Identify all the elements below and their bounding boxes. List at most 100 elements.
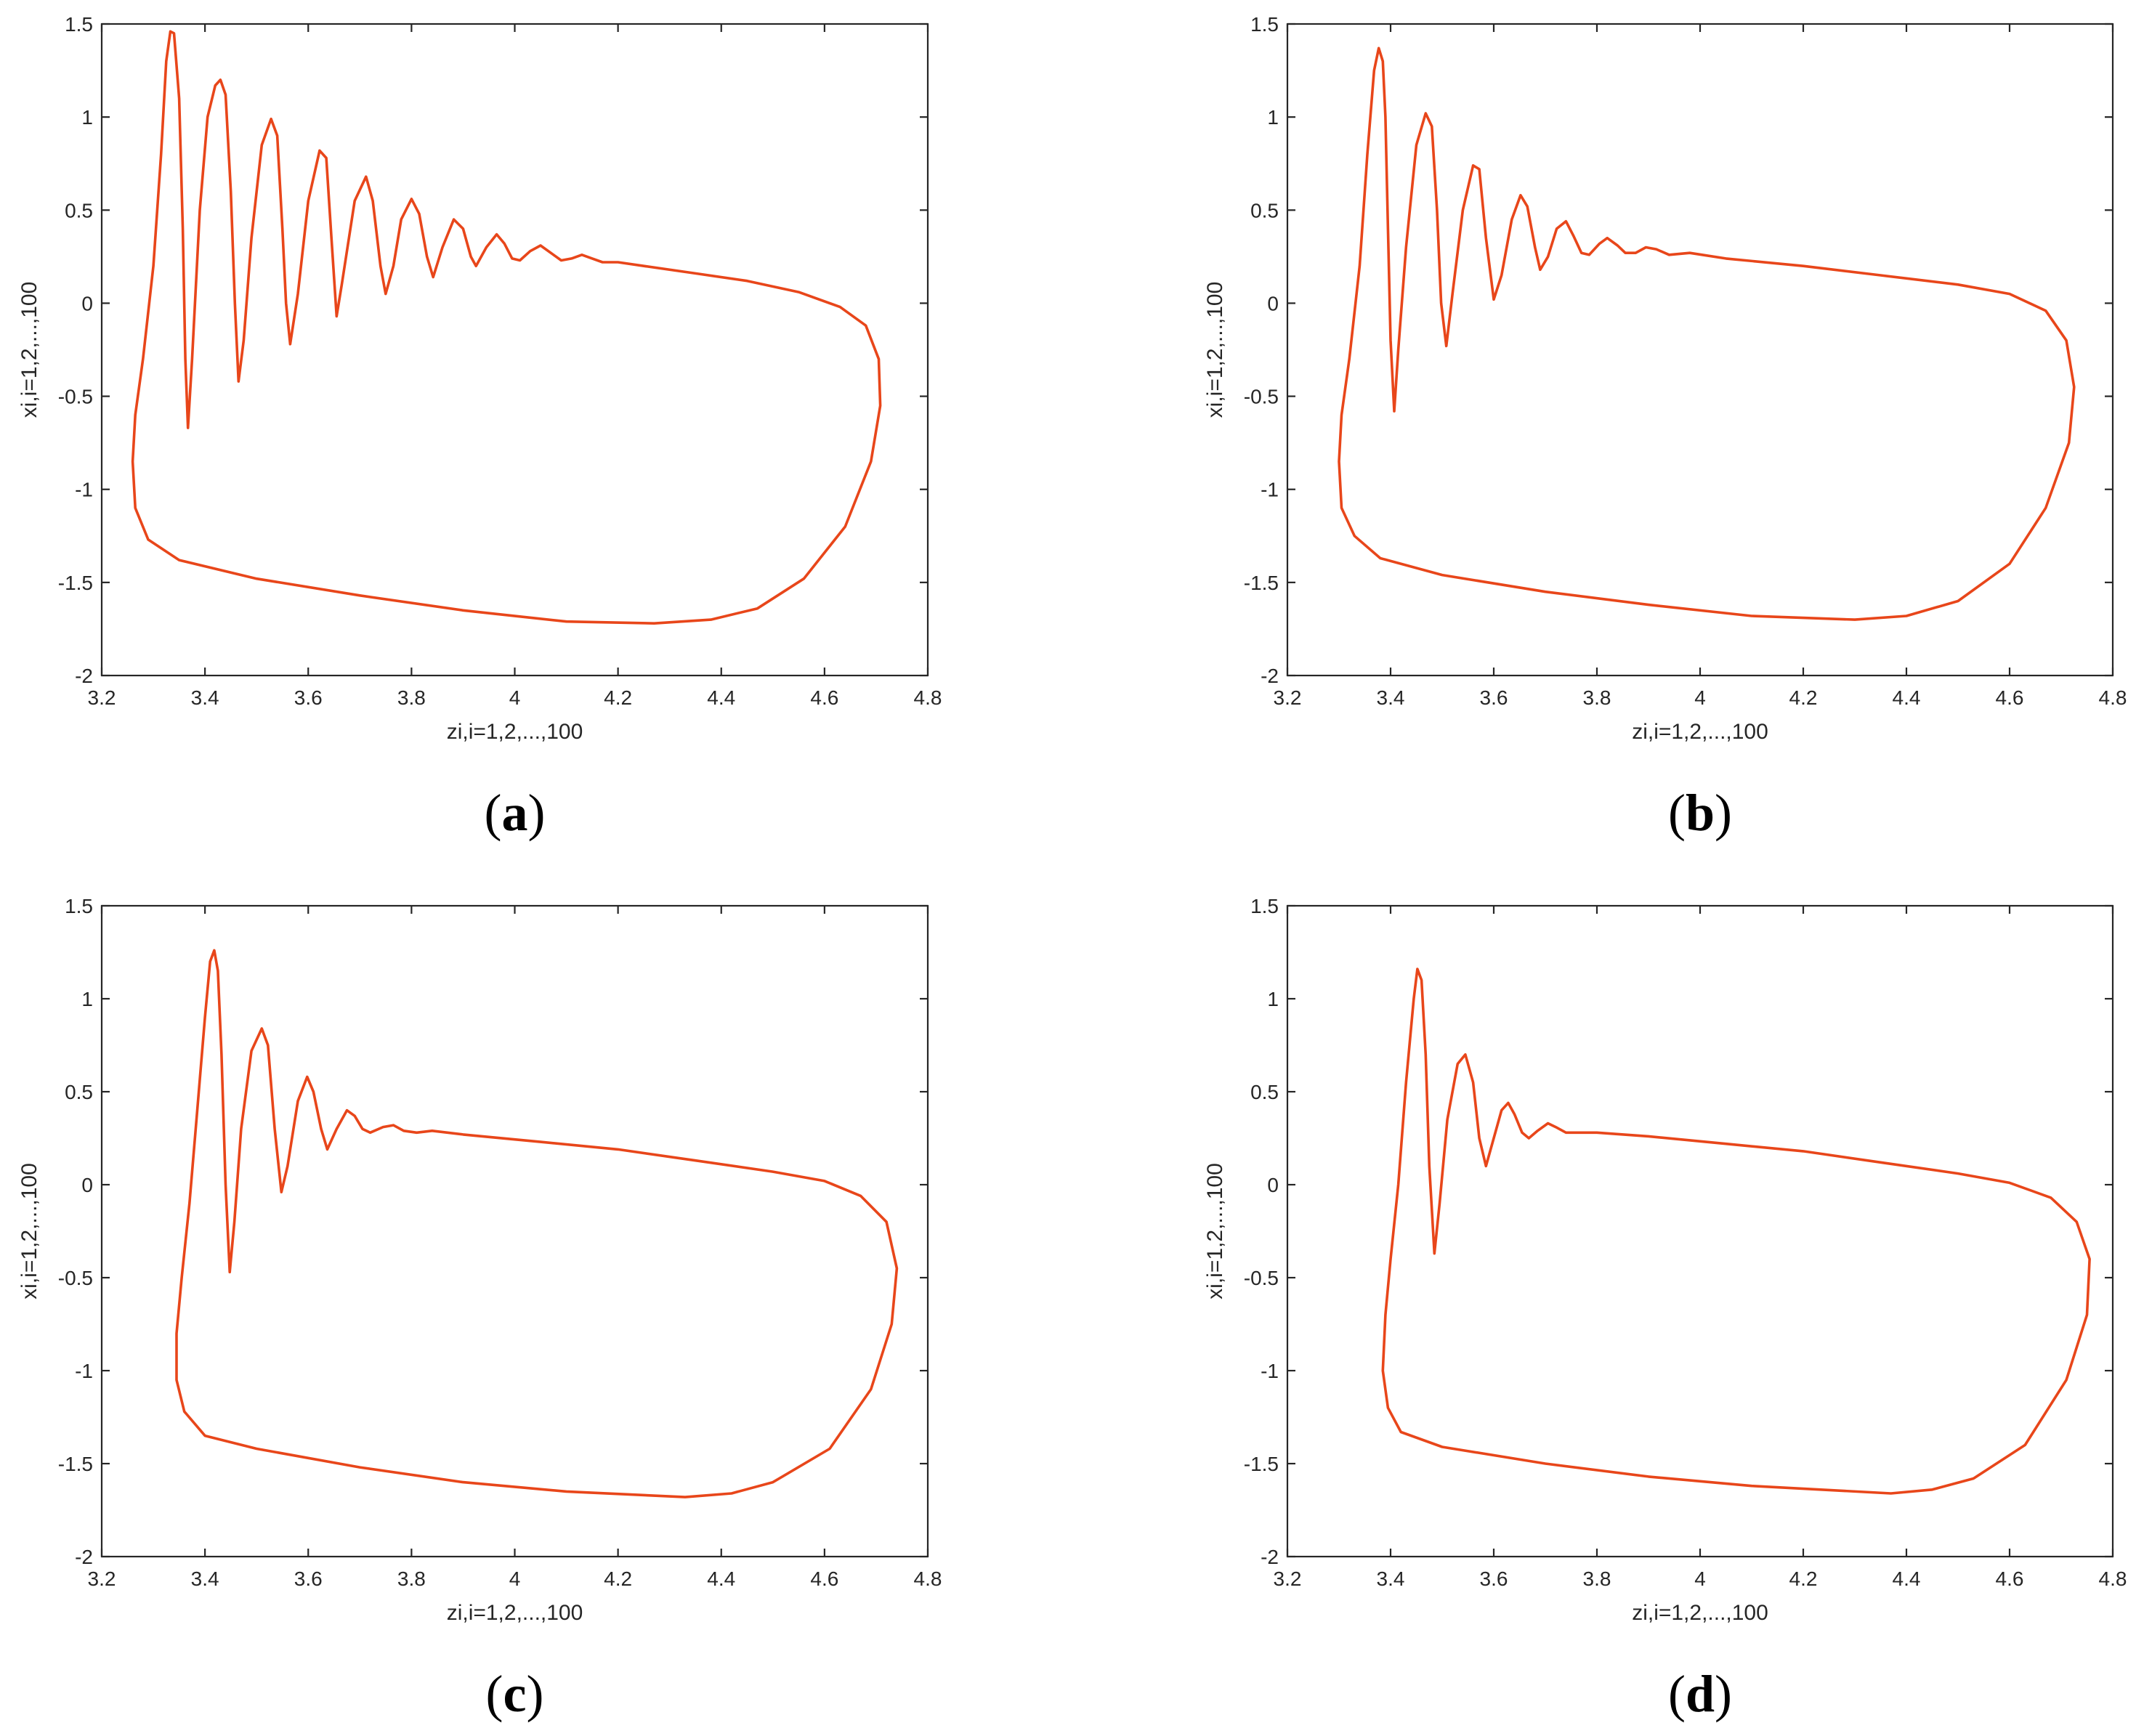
caption-letter: d [1686,1665,1715,1723]
y-tick-label: 1.5 [1250,895,1279,917]
y-tick-label: -0.5 [58,386,93,408]
x-tick-label: 4.8 [914,686,942,709]
x-tick-label: 4.8 [2099,686,2127,709]
y-tick-label: 0.5 [65,199,93,222]
plot-area [100,23,929,677]
panels-root: 3.2 3.4 3.6 3.8 4 4.2 4.4 4.6 4.8 -2 -1.5 -1 -0.5 0 0.… [17,13,2127,1723]
y-tick-label: -0.5 [1244,386,1279,408]
y-axis-label: xi,i=1,2,...,100 [17,282,41,418]
y-tick-label: -2 [1261,665,1279,687]
series-line [131,30,882,625]
y-axis-label: xi,i=1,2,...,100 [17,1163,41,1299]
x-tick-label: 3.6 [294,686,323,709]
chart-panel: 3.2 3.4 3.6 3.8 4 4.2 4.4 4.6 4.8 -2 -1.5 -1 -0.5 0 0.… [1203,13,2127,842]
x-tick-label: 4.6 [1996,686,2024,709]
y-tick-label: 1 [81,988,93,1010]
caption-open-paren: ( [1668,784,1686,842]
y-tick-label: -1.5 [58,572,93,594]
x-axis-label: zi,i=1,2,...,100 [447,720,583,744]
y-tick-label: 0 [1267,1174,1279,1196]
x-tick-label: 4.2 [1789,686,1818,709]
y-tick-label: 1.5 [65,13,93,36]
x-axis-label: zi,i=1,2,...,100 [447,1601,583,1625]
x-tick-label: 4.6 [810,1567,838,1590]
y-tick-label: 0 [81,1174,93,1196]
caption-open-paren: ( [1668,1665,1686,1723]
panel-caption: (c) [486,1665,544,1723]
x-tick-label: 4.4 [1893,686,1921,709]
y-tick-label: -1 [75,1360,93,1382]
x-tick-label: 3.8 [1583,686,1611,709]
x-tick-label: 4 [1694,1567,1706,1590]
y-tick-label: -1.5 [58,1453,93,1475]
panel-caption: (a) [485,784,546,842]
caption-open-paren: ( [485,784,502,842]
plot-area [1286,904,2114,1558]
y-tick-label: -2 [1261,1546,1279,1568]
caption-close-paren: ) [528,784,546,842]
y-axis-label: xi,i=1,2,...,100 [1203,282,1227,418]
plot-area [100,904,929,1558]
y-tick-label: -1.5 [1244,1453,1279,1475]
y-tick-label: -0.5 [1244,1267,1279,1289]
y-tick-label: 1.5 [65,895,93,917]
y-tick-label: -1 [1261,1360,1279,1382]
x-tick-label: 4 [509,1567,521,1590]
y-tick-label: -1 [75,479,93,501]
x-tick-label: 4.6 [1996,1567,2024,1590]
y-tick-label: -1 [1261,479,1279,501]
x-tick-label: 4.2 [1789,1567,1818,1590]
x-tick-label: 3.4 [1377,686,1405,709]
x-tick-label: 4.4 [1893,1567,1921,1590]
caption-letter: b [1686,784,1715,842]
panel-caption: (d) [1668,1665,1732,1723]
y-axis-label: xi,i=1,2,...,100 [1203,1163,1227,1299]
y-tick-label: 0.5 [1250,1081,1279,1103]
x-tick-label: 4.2 [604,1567,632,1590]
x-tick-label: 3.4 [1377,1567,1405,1590]
caption-letter: c [503,1665,527,1723]
y-tick-label: 0 [81,292,93,315]
panel-caption: (b) [1668,784,1732,842]
caption-close-paren: ) [1715,784,1732,842]
x-tick-label: 4.6 [810,686,838,709]
y-tick-label: -0.5 [58,1267,93,1289]
chart-panel: 3.2 3.4 3.6 3.8 4 4.2 4.4 4.6 4.8 -2 -1.5 -1 -0.5 0 0.… [1203,895,2127,1723]
x-tick-label: 4.8 [2099,1567,2127,1590]
x-tick-label: 3.2 [88,686,116,709]
series-line [175,949,899,1498]
chart-panel: 3.2 3.4 3.6 3.8 4 4.2 4.4 4.6 4.8 -2 -1.5 -1 -0.5 0 0.… [17,895,942,1723]
y-tick-label: 1 [1267,106,1279,129]
x-tick-label: 3.6 [294,1567,323,1590]
x-tick-label: 3.2 [1274,686,1302,709]
x-axis-label: zi,i=1,2,...,100 [1632,1601,1768,1625]
series-line [1381,968,2091,1495]
y-tick-label: 1 [81,106,93,129]
x-tick-label: 4.4 [707,1567,735,1590]
x-tick-label: 3.4 [191,1567,219,1590]
y-tick-label: 1.5 [1250,13,1279,36]
caption-letter: a [502,784,528,842]
x-tick-label: 3.4 [191,686,219,709]
y-tick-label: 1 [1267,988,1279,1010]
x-tick-label: 3.6 [1480,686,1508,709]
y-tick-label: 0.5 [65,1081,93,1103]
x-tick-label: 3.8 [397,686,426,709]
x-tick-label: 4 [1694,686,1706,709]
y-tick-label: 0 [1267,292,1279,315]
y-tick-label: -2 [75,1546,93,1568]
x-tick-label: 4 [509,686,521,709]
chart-panel: 3.2 3.4 3.6 3.8 4 4.2 4.4 4.6 4.8 -2 -1.5 -1 -0.5 0 0.… [17,13,942,842]
x-tick-label: 3.6 [1480,1567,1508,1590]
x-tick-label: 4.2 [604,686,632,709]
series-line [1338,46,2076,621]
x-tick-label: 3.8 [1583,1567,1611,1590]
plot-area [1286,23,2114,677]
caption-close-paren: ) [1715,1665,1732,1723]
y-tick-label: -1.5 [1244,572,1279,594]
caption-close-paren: ) [526,1665,543,1723]
y-tick-label: -2 [75,665,93,687]
x-tick-label: 3.8 [397,1567,426,1590]
x-tick-label: 3.2 [88,1567,116,1590]
